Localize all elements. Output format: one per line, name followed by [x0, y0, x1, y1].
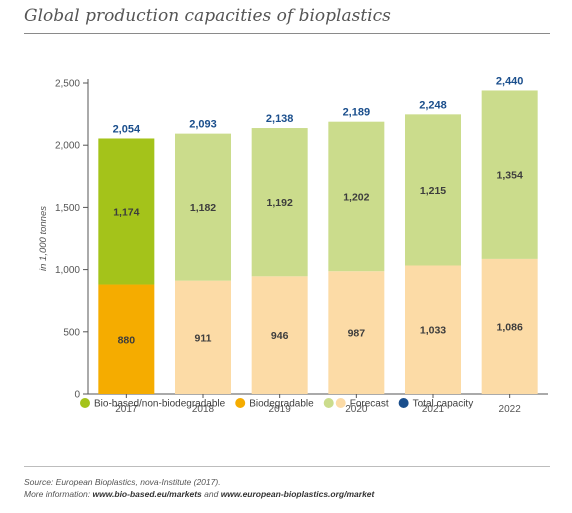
chart-title: Global production capacities of bioplast… [24, 6, 391, 26]
source-line: Source: European Bioplastics, nova-Insti… [24, 477, 221, 487]
x-tick-label-2020: 2020 [345, 404, 368, 415]
label-biodegradable-2018: 911 [195, 332, 212, 344]
bar-biodegradable-2022 [481, 258, 538, 394]
y-axis-label: in 1,000 tonnes [38, 206, 49, 271]
y-tick-label: 0 [74, 390, 80, 401]
bar-biobased-2017 [98, 138, 155, 285]
label-biobased-2018: 1,182 [190, 202, 216, 214]
more-info-prefix: More information: [24, 489, 93, 499]
bar-biobased-2022 [481, 90, 538, 259]
label-biobased-2021: 1,215 [420, 185, 446, 197]
footer-divider [24, 466, 550, 467]
x-tick-label-2022: 2022 [499, 404, 522, 415]
bar-biodegradable-2020 [328, 271, 385, 394]
bar-biobased-2018 [175, 133, 231, 281]
label-total-2019: 2,138 [266, 113, 294, 125]
title-divider [24, 33, 550, 34]
label-biobased-2020: 1,202 [343, 191, 369, 203]
bar-biobased-2019 [251, 128, 308, 277]
x-tick-label-2018: 2018 [192, 404, 215, 415]
bar-biodegradable-2021 [405, 265, 461, 394]
label-biodegradable-2019: 946 [271, 330, 289, 342]
bioplastics-capacity-chart: in 1,000 tonnes 0 500 1,000 1,500 2,000 2,500 8… [38, 75, 548, 415]
label-total-2020: 2,189 [343, 107, 371, 119]
label-biodegradable-2021: 1,033 [420, 325, 446, 337]
more-info-and: and [201, 489, 221, 499]
more-info-line: More information: www.bio-based.eu/marke… [24, 488, 374, 500]
bar-biodegradable-2019 [251, 276, 308, 394]
legend-swatch-0-0 [80, 398, 90, 408]
label-total-2021: 2,248 [419, 99, 447, 111]
legend-label-3: Total capacity [413, 399, 474, 410]
bar-biobased-2021 [405, 114, 461, 266]
y-tick-label: 2,000 [55, 141, 80, 152]
legend-swatch-2-0 [323, 398, 334, 408]
link-bio-based[interactable]: www.bio-based.eu/markets [92, 489, 202, 499]
x-tick-label-2021: 2021 [422, 404, 445, 415]
label-biodegradable-2017: 880 [118, 334, 136, 346]
label-total-2017: 2,054 [113, 123, 141, 135]
bar-biobased-2020 [328, 121, 385, 272]
y-tick-label: 1,000 [55, 265, 80, 276]
legend-label-1: Biodegradable [249, 399, 314, 410]
bar-biodegradable-2018 [175, 280, 231, 394]
label-total-2018: 2,093 [189, 119, 217, 131]
label-biobased-2022: 1,354 [497, 170, 523, 182]
source-note: Source: European Bioplastics, nova-Insti… [24, 476, 374, 500]
y-tick-label: 2,500 [55, 79, 80, 90]
link-european-bioplastics[interactable]: www.european-bioplastics.org/market [220, 489, 375, 499]
y-tick-label: 500 [63, 327, 80, 338]
legend-swatch-1-0 [235, 398, 246, 408]
label-biobased-2017: 1,174 [113, 207, 139, 219]
label-biodegradable-2020: 987 [348, 328, 366, 340]
x-tick-label-2017: 2017 [115, 404, 138, 415]
legend-label-0: Bio-based/non-biodegradable [94, 399, 226, 410]
label-total-2022: 2,440 [496, 75, 524, 87]
label-biodegradable-2022: 1,086 [497, 321, 523, 333]
label-biobased-2019: 1,192 [267, 197, 293, 209]
legend-swatch-2-1 [335, 398, 346, 408]
bar-biodegradable-2017 [98, 284, 155, 394]
x-tick-label-2019: 2019 [269, 404, 292, 415]
legend-label-2: Forecast [350, 399, 389, 410]
legend-swatch-3-0 [398, 398, 409, 408]
y-tick-label: 1,500 [55, 203, 80, 214]
